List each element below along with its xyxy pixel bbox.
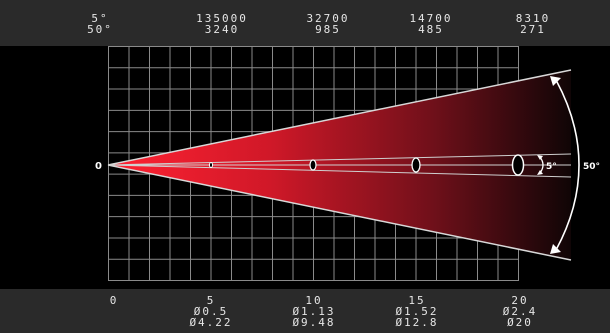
footer-col-20m: 20 Ø2.4 Ø20 bbox=[492, 295, 548, 328]
footer-col-5m-wide-diameter: Ø4.22 bbox=[189, 316, 233, 329]
footer-col-10m-distance: 10 bbox=[305, 294, 323, 307]
spot-15m bbox=[411, 157, 421, 173]
footer-col-10m: 10 Ø1.13 Ø9.48 bbox=[284, 295, 344, 328]
footer-col-20m-narrow-diameter: Ø2.4 bbox=[502, 305, 538, 318]
header-col-20m-line2: 271 bbox=[520, 23, 546, 36]
wide-angle-arrow-top bbox=[550, 76, 561, 86]
spot-20m bbox=[511, 154, 525, 176]
footer-band: 0 5 Ø0.5 Ø4.22 10 Ø1.13 Ø9.48 15 Ø1.52 Ø… bbox=[0, 289, 610, 333]
footer-col-20m-wide-diameter: Ø20 bbox=[507, 316, 533, 329]
wide-beam-lower-edge bbox=[107, 164, 572, 261]
footer-col-5m-narrow-diameter: Ø0.5 bbox=[193, 305, 229, 318]
narrow-beam-upper-edge bbox=[107, 153, 572, 166]
header-col-angle: 5° 50° bbox=[72, 13, 128, 35]
header-band: 5° 50° 135000 3240 32700 985 14700 485 8… bbox=[0, 0, 610, 46]
header-col-20m: 8310 271 bbox=[508, 13, 558, 35]
footer-col-10m-wide-diameter: Ø9.48 bbox=[292, 316, 336, 329]
wide-angle-arrow-bottom bbox=[550, 244, 561, 254]
header-col-5m-line2: 3240 bbox=[204, 23, 240, 36]
header-col-10m-line2: 985 bbox=[315, 23, 341, 36]
header-col-5m: 135000 3240 bbox=[187, 13, 257, 35]
narrow-angle-label: 5° bbox=[546, 162, 557, 172]
wide-beam-upper-edge bbox=[107, 69, 572, 166]
narrow-beam-lower-edge bbox=[107, 164, 572, 178]
footer-col-15m-distance: 15 bbox=[408, 294, 426, 307]
footer-col-5m: 5 Ø0.5 Ø4.22 bbox=[181, 295, 241, 328]
narrow-angle-arrow-bottom bbox=[537, 170, 543, 175]
footer-col-15m: 15 Ø1.52 Ø12.8 bbox=[387, 295, 447, 328]
spot-5m bbox=[209, 162, 213, 168]
footer-col-20m-distance: 20 bbox=[511, 294, 529, 307]
wide-angle-label: 50° bbox=[583, 162, 600, 172]
header-col-angle-line1: 5° bbox=[91, 12, 109, 25]
narrow-angle-arrow-top bbox=[537, 155, 543, 160]
spot-10m bbox=[309, 159, 317, 171]
footer-col-15m-narrow-diameter: Ø1.52 bbox=[395, 305, 439, 318]
footer-col-0m-line1: 0 bbox=[109, 294, 119, 307]
header-col-20m-line1: 8310 bbox=[515, 12, 551, 25]
footer-col-10m-narrow-diameter: Ø1.13 bbox=[292, 305, 336, 318]
header-col-5m-line1: 135000 bbox=[196, 12, 248, 25]
header-col-15m: 14700 485 bbox=[401, 13, 461, 35]
header-col-10m-line1: 32700 bbox=[306, 12, 350, 25]
header-col-angle-line2: 50° bbox=[87, 23, 113, 36]
footer-col-5m-distance: 5 bbox=[206, 294, 216, 307]
beam-diagram-svg: 5° 50° 0 bbox=[95, 46, 600, 281]
wide-angle-arc bbox=[555, 79, 580, 251]
beam-diagram-panel: 5° 50° 0 bbox=[0, 46, 610, 289]
header-col-15m-line2: 485 bbox=[418, 23, 444, 36]
origin-label: 0 bbox=[95, 161, 102, 172]
header-col-10m: 32700 985 bbox=[298, 13, 358, 35]
footer-col-0m: 0 bbox=[102, 295, 126, 306]
header-col-15m-line1: 14700 bbox=[409, 12, 453, 25]
footer-col-15m-wide-diameter: Ø12.8 bbox=[395, 316, 439, 329]
